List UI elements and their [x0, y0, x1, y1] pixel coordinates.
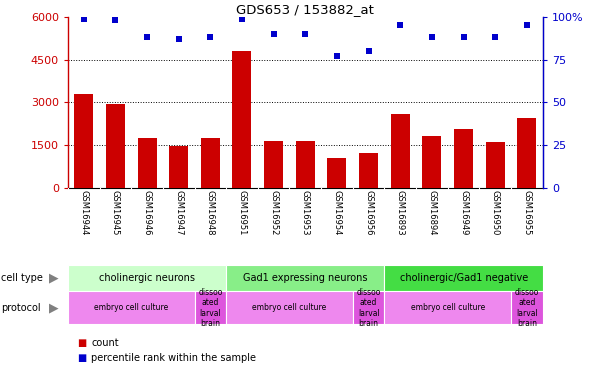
- Bar: [232, 51, 251, 188]
- Point: [364, 48, 373, 54]
- Bar: [511, 291, 543, 324]
- Bar: [169, 146, 188, 188]
- Bar: [74, 94, 93, 188]
- Text: GSM16956: GSM16956: [364, 190, 373, 235]
- Text: cholinergic/Gad1 negative: cholinergic/Gad1 negative: [399, 273, 528, 283]
- Text: GSM16948: GSM16948: [206, 190, 215, 235]
- Bar: [359, 153, 378, 188]
- Text: protocol: protocol: [1, 303, 41, 313]
- Point: [396, 22, 405, 28]
- Text: GSM16953: GSM16953: [301, 190, 310, 235]
- Point: [332, 53, 342, 59]
- Bar: [454, 129, 473, 188]
- Bar: [226, 265, 385, 291]
- Point: [491, 34, 500, 40]
- Text: GSM16893: GSM16893: [396, 190, 405, 236]
- Text: dissoo
ated
larval
brain: dissoo ated larval brain: [356, 288, 381, 328]
- Point: [79, 16, 88, 22]
- Text: GSM16894: GSM16894: [428, 190, 437, 235]
- Text: cholinergic neurons: cholinergic neurons: [99, 273, 195, 283]
- Text: GSM16955: GSM16955: [523, 190, 532, 235]
- Text: ■: ■: [77, 353, 86, 363]
- Bar: [353, 291, 385, 324]
- Bar: [486, 142, 505, 188]
- Text: embryo cell culture: embryo cell culture: [94, 303, 168, 312]
- Bar: [385, 291, 511, 324]
- Bar: [296, 141, 315, 188]
- Text: embryo cell culture: embryo cell culture: [253, 303, 327, 312]
- Title: GDS653 / 153882_at: GDS653 / 153882_at: [237, 3, 374, 16]
- Text: GSM16945: GSM16945: [111, 190, 120, 235]
- Text: dissoo
ated
larval
brain: dissoo ated larval brain: [198, 288, 222, 328]
- Bar: [195, 291, 226, 324]
- Point: [174, 36, 183, 42]
- Text: GSM16950: GSM16950: [491, 190, 500, 235]
- Bar: [385, 265, 543, 291]
- Text: GSM16947: GSM16947: [174, 190, 183, 235]
- Bar: [68, 265, 226, 291]
- Bar: [201, 138, 220, 188]
- Bar: [327, 158, 346, 188]
- Point: [142, 34, 152, 40]
- Text: ▶: ▶: [49, 302, 58, 314]
- Point: [206, 34, 215, 40]
- Text: GSM16949: GSM16949: [459, 190, 468, 235]
- Bar: [137, 138, 156, 188]
- Text: GSM16951: GSM16951: [238, 190, 247, 235]
- Text: GSM16944: GSM16944: [79, 190, 88, 235]
- Text: GSM16952: GSM16952: [269, 190, 278, 235]
- Text: GSM16954: GSM16954: [333, 190, 342, 235]
- Text: ■: ■: [77, 338, 86, 348]
- Bar: [68, 291, 195, 324]
- Text: GSM16946: GSM16946: [143, 190, 152, 235]
- Point: [269, 31, 278, 37]
- Point: [427, 34, 437, 40]
- Bar: [226, 291, 353, 324]
- Bar: [517, 118, 536, 188]
- Text: embryo cell culture: embryo cell culture: [411, 303, 485, 312]
- Bar: [391, 114, 410, 188]
- Text: cell type: cell type: [1, 273, 43, 283]
- Bar: [264, 141, 283, 188]
- Point: [111, 17, 120, 23]
- Text: ▶: ▶: [49, 272, 58, 284]
- Text: dissoo
ated
larval
brain: dissoo ated larval brain: [515, 288, 539, 328]
- Text: Gad1 expressing neurons: Gad1 expressing neurons: [243, 273, 368, 283]
- Point: [459, 34, 468, 40]
- Text: percentile rank within the sample: percentile rank within the sample: [91, 353, 257, 363]
- Text: count: count: [91, 338, 119, 348]
- Point: [522, 22, 532, 28]
- Bar: [106, 104, 125, 188]
- Bar: [422, 136, 441, 188]
- Point: [301, 31, 310, 37]
- Point: [237, 16, 247, 22]
